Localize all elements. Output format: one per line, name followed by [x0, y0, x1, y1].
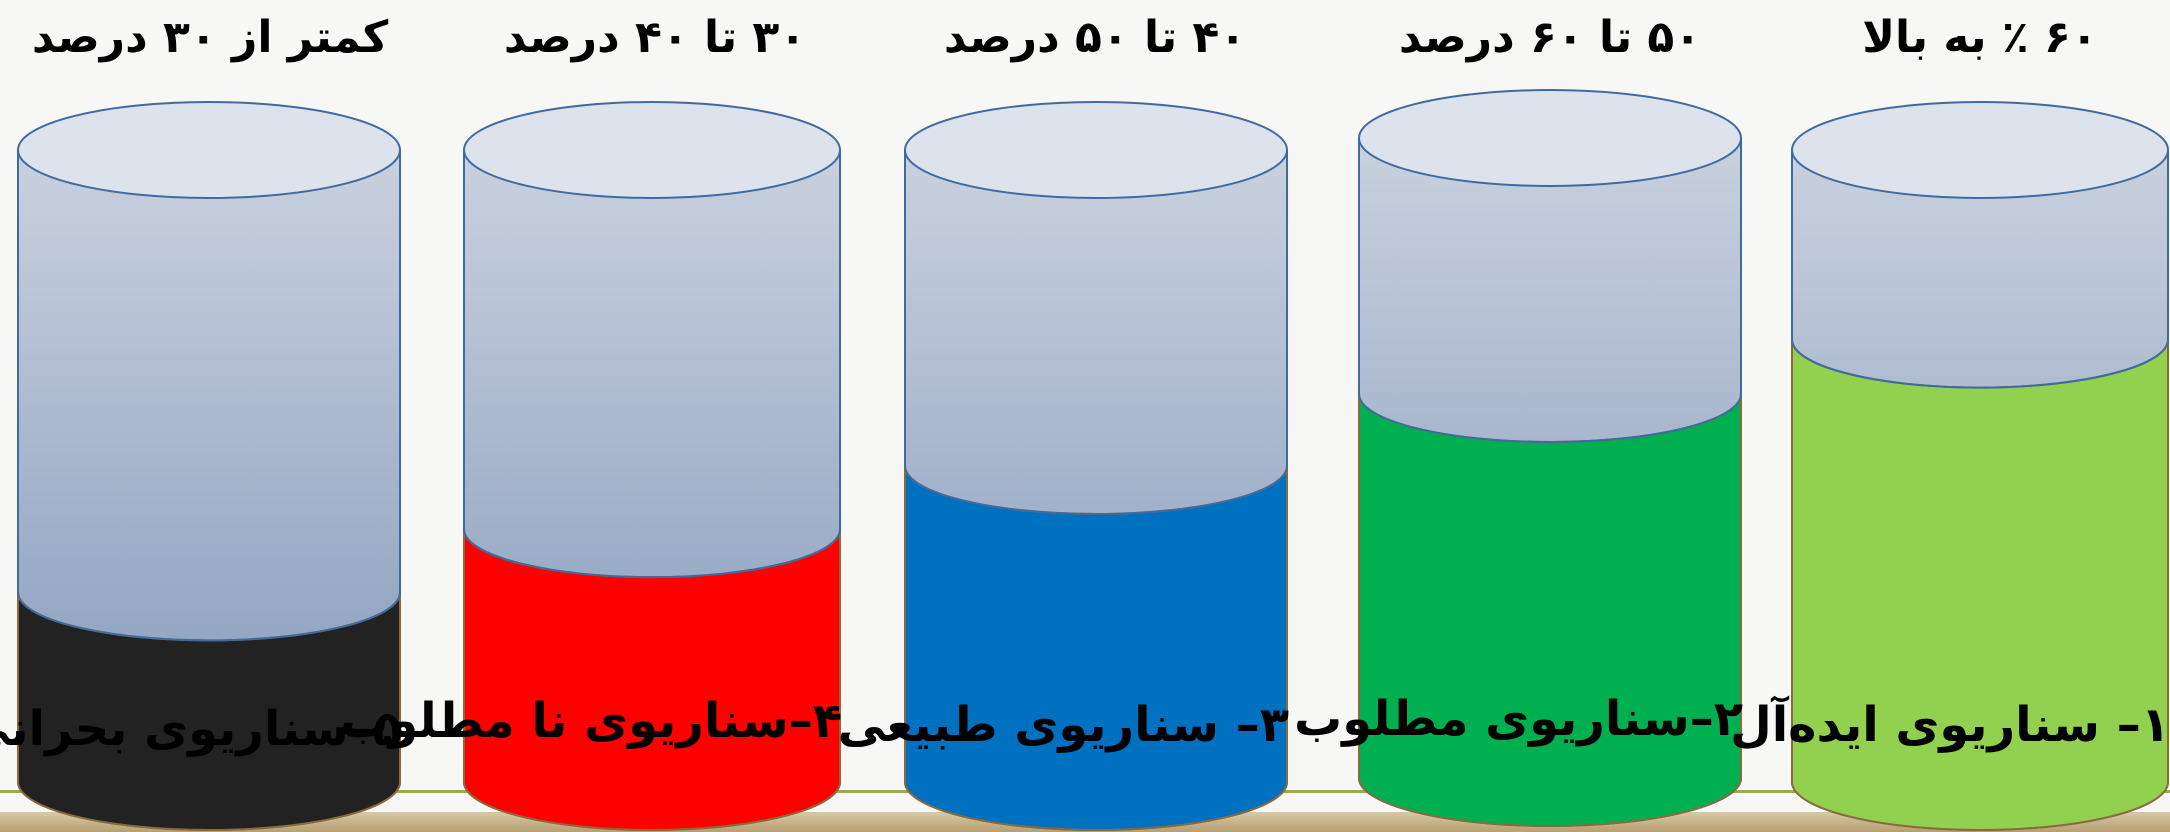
range-label-2: ۵۰ تا ۶۰ درصد [1398, 12, 1702, 63]
range-label-5: کمتر از ۳۰ درصد [31, 12, 389, 63]
cylinder-3 [903, 100, 1289, 832]
cylinder-svg-5 [17, 101, 401, 831]
cylinder-cap-3 [904, 101, 1288, 199]
cylinder-cap-4 [463, 101, 841, 199]
range-label-1: ۶۰ ٪ به بالا [1862, 12, 2098, 63]
scenario-name-1: ۱– سناریوی ایده‌آل [1730, 697, 2170, 753]
cylinder-cap-5 [17, 101, 401, 199]
range-label-4: ۳۰ تا ۴۰ درصد [503, 12, 807, 63]
scenario-name-3: ۳– سناریوی طبیعی [837, 697, 1289, 753]
cylinder-cap-2 [1358, 89, 1742, 187]
range-label-3: ۴۰ تا ۵۰ درصد [943, 12, 1247, 63]
liquid-fill-2 [1358, 393, 1742, 827]
cylinder-svg-4 [463, 101, 841, 831]
liquid-fill-3 [904, 465, 1288, 831]
scenario-name-5: ۵–سناریوی بحرانی [0, 701, 402, 757]
scenario-name-4: ۴–سناریوی نا مطلوب [340, 693, 842, 749]
cylinder-svg-3 [904, 101, 1288, 831]
cylinder-1 [1790, 100, 2170, 832]
cylinder-4 [462, 100, 842, 832]
cylinder-cap-1 [1791, 101, 2169, 199]
cylinder-2 [1357, 88, 1743, 828]
cylinder-svg-2 [1358, 89, 1742, 827]
cylinder-svg-1 [1791, 101, 2169, 831]
cylinder-5 [16, 100, 402, 832]
scenario-name-2: ۲–سناریوی مطلوب [1294, 691, 1743, 747]
